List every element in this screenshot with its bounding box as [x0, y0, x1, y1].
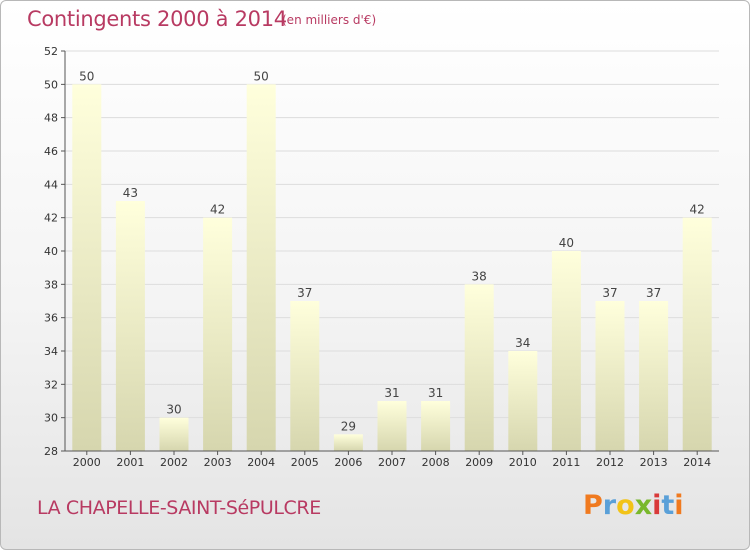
x-tick-label: 2014: [683, 456, 711, 469]
bars: 50 43 30 42 50 37 29 31 31 38 34 40 37 37 42: [72, 69, 712, 451]
x-tick-label: 2012: [596, 456, 624, 469]
data-label: 30: [166, 403, 181, 417]
bar: [639, 301, 669, 451]
y-tick-label: 40: [44, 245, 58, 258]
x-tick-label: 2005: [291, 456, 319, 469]
y-tick-label: 50: [44, 78, 58, 91]
data-label: 50: [254, 69, 269, 83]
logo-letter: P: [583, 490, 603, 521]
y-tick-label: 36: [44, 312, 58, 325]
bar: [115, 201, 145, 451]
data-label: 37: [646, 286, 661, 300]
data-label: 31: [384, 386, 399, 400]
bar: [377, 401, 407, 451]
y-tick-label: 38: [44, 278, 58, 291]
x-tick-label: 2000: [73, 456, 101, 469]
y-tick-label: 46: [44, 145, 58, 158]
data-label: 37: [297, 286, 312, 300]
y-tick-label: 34: [44, 345, 58, 358]
chart-title: Contingents 2000 à 2014: [27, 7, 287, 31]
logo-letter: t: [661, 490, 675, 521]
bar: [464, 284, 494, 451]
data-label: 34: [515, 336, 530, 350]
x-tick-label: 2007: [378, 456, 406, 469]
data-label: 42: [690, 203, 705, 217]
bar: [421, 401, 451, 451]
logo-letter: i: [652, 490, 662, 521]
data-label: 40: [559, 236, 574, 250]
x-tick-label: 2011: [552, 456, 580, 469]
y-tick-label: 30: [44, 412, 58, 425]
bar: [508, 351, 538, 451]
logo-letter: o: [616, 490, 635, 521]
data-label: 43: [123, 186, 138, 200]
y-tick-label: 44: [44, 178, 58, 191]
bar: [159, 417, 189, 451]
axes: 28 30 32 34 36 38 40 42 44 46 48 50 52 2000 2001 2002 20…: [44, 45, 719, 469]
data-label: 31: [428, 386, 443, 400]
bar: [72, 84, 102, 451]
bar: [551, 251, 581, 451]
y-tick-label: 28: [44, 445, 58, 458]
bar: [595, 301, 625, 451]
bar: [333, 434, 363, 451]
x-tick-label: 2008: [422, 456, 450, 469]
bar: [246, 84, 276, 451]
y-tick-label: 48: [44, 112, 58, 125]
x-tick-label: 2010: [509, 456, 537, 469]
bar: [290, 301, 320, 451]
data-label: 38: [472, 269, 487, 283]
y-tick-label: 42: [44, 212, 58, 225]
x-tick-label: 2013: [640, 456, 668, 469]
data-label: 42: [210, 203, 225, 217]
logo-letter: i: [674, 490, 684, 521]
x-tick-label: 2009: [465, 456, 493, 469]
x-tick-label: 2002: [160, 456, 188, 469]
x-tick-label: 2004: [247, 456, 275, 469]
logo-letter: x: [634, 490, 653, 521]
x-tick-label: 2006: [334, 456, 362, 469]
x-tick-label: 2001: [116, 456, 144, 469]
y-tick-label: 32: [44, 378, 58, 391]
data-label: 50: [79, 69, 94, 83]
data-label: 29: [341, 419, 356, 433]
chart-subtitle: (en milliers d'€): [282, 13, 377, 27]
logo-letter: r: [602, 490, 617, 521]
commune-name: LA CHAPELLE-SAINT-SéPULCRE: [37, 497, 321, 519]
proxiti-logo: Proxiti: [583, 490, 684, 521]
bar: [682, 217, 712, 451]
y-tick-label: 52: [44, 45, 58, 58]
data-label: 37: [602, 286, 617, 300]
bar: [203, 217, 233, 451]
x-tick-label: 2003: [204, 456, 232, 469]
